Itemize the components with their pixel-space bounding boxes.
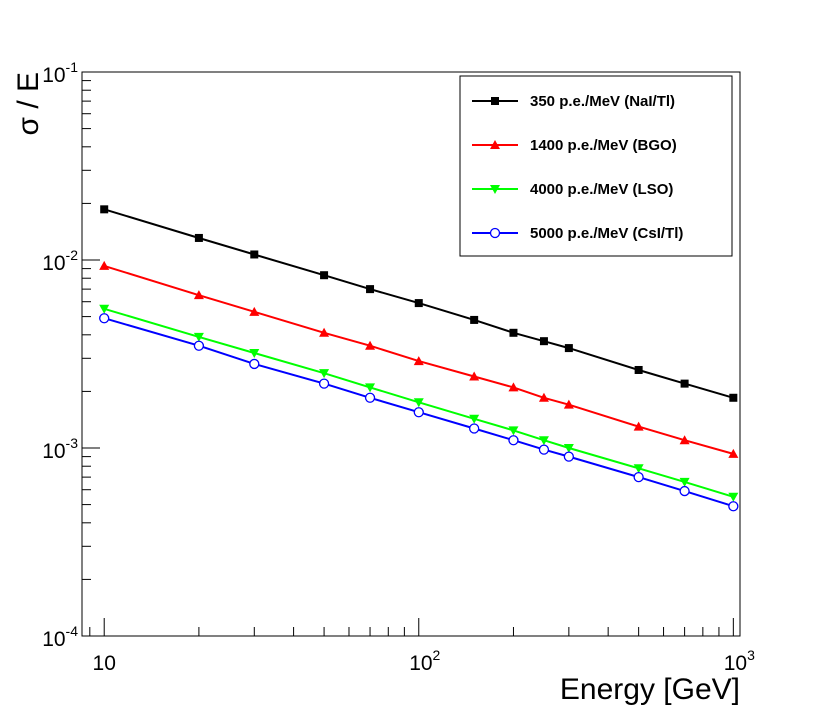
- legend-entry: 5000 p.e./MeV (CsI/Tl): [472, 225, 683, 242]
- y-tick-label: 10-1: [42, 59, 78, 87]
- legend-label: 1400 p.e./MeV (BGO): [530, 137, 677, 154]
- legend: 350 p.e./MeV (NaI/Tl) 1400 p.e./MeV (BGO)…: [459, 75, 733, 257]
- x-tick-label: 10: [93, 652, 116, 675]
- legend-label: 5000 p.e./MeV (CsI/Tl): [530, 225, 683, 242]
- data-point: [509, 328, 518, 337]
- data-point: [413, 407, 424, 418]
- legend-label: 350 p.e./MeV (NaI/Tl): [530, 93, 675, 110]
- data-point: [365, 340, 376, 350]
- data-point: [508, 426, 519, 436]
- data-point: [469, 414, 480, 424]
- data-point: [538, 436, 549, 446]
- x-tick-label: 103: [724, 647, 755, 675]
- data-point: [563, 444, 574, 453]
- data-point: [489, 227, 501, 239]
- data-point: [538, 444, 550, 455]
- data-point: [470, 315, 479, 324]
- data-point: [413, 356, 424, 366]
- data-point: [490, 185, 500, 194]
- data-point: [633, 421, 644, 431]
- data-point: [679, 435, 690, 445]
- data-point: [414, 299, 423, 308]
- data-point: [319, 369, 330, 379]
- data-point: [728, 492, 739, 502]
- data-point: [469, 371, 480, 381]
- data-point: [634, 365, 643, 374]
- axis-tick-labels: 10 102 103 10-4 10-3 10-2 10-1: [42, 59, 755, 675]
- data-point: [508, 435, 519, 446]
- data-point: [563, 451, 575, 462]
- y-tick-label: 10-2: [42, 247, 78, 275]
- series-0: [100, 205, 738, 402]
- data-point: [564, 344, 573, 353]
- data-point: [563, 399, 574, 409]
- y-tick-label: 10-4: [42, 623, 78, 651]
- data-point: [99, 304, 110, 314]
- data-point: [491, 97, 499, 105]
- data-point: [679, 477, 690, 487]
- data-point: [99, 260, 110, 270]
- data-point: [249, 358, 260, 370]
- data-point: [633, 464, 644, 474]
- x-tick-label: 102: [409, 647, 440, 675]
- data-point: [469, 423, 480, 434]
- y-tick-label: 10-3: [42, 435, 78, 463]
- legend-box: [459, 75, 733, 257]
- data-point: [250, 250, 259, 259]
- data-point: [366, 285, 375, 294]
- data-point: [100, 205, 109, 214]
- data-point: [728, 501, 739, 512]
- data-point: [539, 337, 548, 346]
- legend-entry: 1400 p.e./MeV (BGO): [472, 137, 677, 154]
- data-point: [680, 379, 689, 388]
- data-point: [193, 340, 205, 351]
- plot-frame: [81, 71, 741, 637]
- data-point: [679, 485, 690, 497]
- legend-entry: 350 p.e./MeV (NaI/Tl): [472, 93, 675, 110]
- data-series: [99, 205, 739, 512]
- data-point: [508, 382, 519, 392]
- data-point: [194, 233, 203, 242]
- x-axis-title: Energy [GeV]: [560, 673, 740, 706]
- data-point: [365, 383, 376, 393]
- axis-ticks: [82, 71, 734, 637]
- data-point: [99, 313, 110, 324]
- data-point: [413, 398, 424, 408]
- data-point: [249, 306, 260, 316]
- series-2: [99, 304, 739, 502]
- legend-entry: 4000 p.e./MeV (LSO): [472, 181, 673, 198]
- series-3: [99, 313, 739, 512]
- data-point: [319, 327, 330, 337]
- data-point: [729, 393, 738, 402]
- data-point: [490, 140, 500, 149]
- series-1: [99, 260, 739, 458]
- data-point: [633, 471, 644, 483]
- data-point: [193, 332, 204, 342]
- data-point: [249, 349, 260, 359]
- data-point: [364, 392, 376, 403]
- y-axis-title: σ / E: [12, 72, 45, 136]
- data-point: [538, 392, 549, 402]
- data-point: [193, 290, 204, 300]
- legend-label: 4000 p.e./MeV (LSO): [530, 181, 673, 198]
- data-point: [728, 448, 739, 458]
- data-point: [320, 271, 329, 280]
- data-point: [318, 378, 330, 389]
